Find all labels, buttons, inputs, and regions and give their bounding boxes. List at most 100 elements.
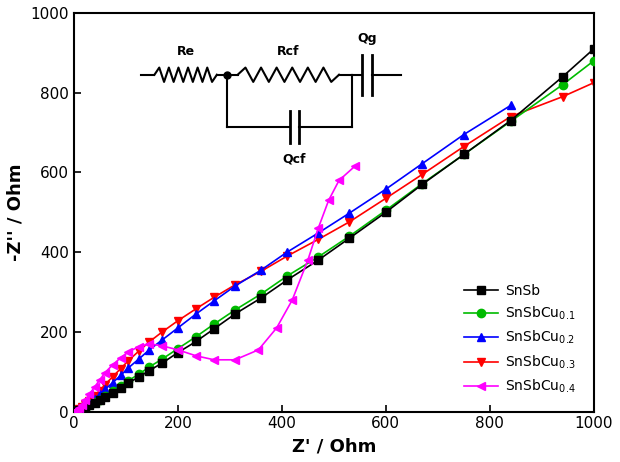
SnSbCu$_{0.3}$ (159, 329, 166, 334)
SnSbCu$_{0.4}$ (325, 198, 332, 203)
SnSbCu$_{0.4}$ (135, 344, 143, 349)
SnSb (146, 368, 153, 373)
SnSbCu$_{0.2}$ (146, 347, 153, 353)
SnSbCu$_{0.2}$ (135, 356, 143, 362)
SnSbCu$_{0.1}$ (231, 307, 239, 313)
SnSbCu$_{0.1}$ (192, 334, 200, 340)
SnSbCu$_{0.1}$ (159, 356, 166, 362)
SnSbCu$_{0.1}$ (78, 406, 86, 412)
SnSbCu$_{0.3}$ (91, 393, 99, 399)
SnSbCu$_{0.3}$ (231, 282, 239, 288)
SnSbCu$_{0.1}$ (73, 408, 81, 413)
Line: SnSbCu$_{0.3}$: SnSbCu$_{0.3}$ (71, 79, 598, 415)
SnSb (109, 390, 117, 395)
SnSb (590, 46, 598, 52)
SnSbCu$_{0.1}$ (125, 378, 132, 383)
SnSbCu$_{0.3}$ (283, 253, 291, 259)
SnSb (192, 339, 200, 344)
SnSbCu$_{0.1}$ (91, 400, 99, 405)
SnSbCu$_{0.1}$ (507, 119, 515, 124)
SnSbCu$_{0.3}$ (346, 219, 353, 225)
SnSbCu$_{0.3}$ (86, 398, 93, 404)
SnSbCu$_{0.3}$ (192, 306, 200, 311)
SnSb (117, 385, 125, 390)
SnSbCu$_{0.2}$ (192, 311, 200, 317)
SnSbCu$_{0.3}$ (174, 318, 182, 323)
SnSbCu$_{0.1}$ (101, 393, 108, 399)
SnSbCu$_{0.4}$ (192, 353, 200, 359)
SnSbCu$_{0.1}$ (418, 181, 426, 186)
SnSbCu$_{0.3}$ (96, 388, 104, 393)
SnSbCu$_{0.1}$ (76, 407, 83, 413)
SnSbCu$_{0.2}$ (211, 298, 218, 304)
SnSbCu$_{0.4}$ (314, 225, 322, 231)
SnSb (507, 118, 515, 123)
SnSbCu$_{0.2}$ (257, 267, 265, 273)
SnSbCu$_{0.4}$ (72, 408, 79, 414)
SnSbCu$_{0.2}$ (382, 186, 389, 192)
SnSb (78, 406, 86, 412)
SnSbCu$_{0.3}$ (82, 401, 89, 407)
SnSbCu$_{0.3}$ (101, 382, 108, 387)
SnSb (125, 380, 132, 386)
SnSbCu$_{0.2}$ (460, 132, 467, 137)
Text: Re: Re (177, 45, 195, 58)
SnSbCu$_{0.4}$ (101, 370, 108, 375)
SnSbCu$_{0.3}$ (109, 374, 117, 379)
SnSbCu$_{0.4}$ (273, 325, 280, 331)
Text: Rcf: Rcf (277, 45, 299, 58)
SnSb (86, 402, 93, 408)
SnSbCu$_{0.1}$ (382, 207, 389, 213)
SnSbCu$_{0.3}$ (314, 237, 322, 242)
SnSbCu$_{0.4}$ (146, 341, 153, 346)
SnSbCu$_{0.4}$ (174, 347, 182, 353)
SnSbCu$_{0.1}$ (146, 364, 153, 370)
SnSbCu$_{0.1}$ (314, 254, 322, 260)
SnSbCu$_{0.2}$ (231, 283, 239, 289)
SnSb (460, 152, 467, 157)
SnSbCu$_{0.2}$ (78, 405, 86, 411)
SnSbCu$_{0.4}$ (304, 257, 312, 263)
SnSbCu$_{0.3}$ (146, 339, 153, 345)
SnSbCu$_{0.2}$ (86, 400, 93, 406)
SnSbCu$_{0.1}$ (72, 408, 79, 414)
SnSbCu$_{0.4}$ (86, 391, 93, 397)
SnSb (96, 397, 104, 403)
SnSbCu$_{0.2}$ (314, 230, 322, 236)
SnSbCu$_{0.2}$ (117, 372, 125, 378)
SnSbCu$_{0.1}$ (174, 346, 182, 352)
SnSbCu$_{0.2}$ (91, 396, 99, 401)
SnSbCu$_{0.1}$ (346, 233, 353, 239)
SnSbCu$_{0.3}$ (559, 94, 566, 99)
Legend: SnSb, SnSbCu$_{0.1}$, SnSbCu$_{0.2}$, SnSbCu$_{0.3}$, SnSbCu$_{0.4}$: SnSb, SnSbCu$_{0.1}$, SnSbCu$_{0.2}$, Sn… (458, 278, 582, 401)
SnSbCu$_{0.1}$ (96, 397, 104, 402)
SnSbCu$_{0.4}$ (335, 177, 343, 183)
SnSbCu$_{0.2}$ (159, 337, 166, 343)
SnSbCu$_{0.4}$ (231, 357, 239, 363)
Line: SnSb: SnSb (71, 45, 598, 415)
SnSbCu$_{0.2}$ (73, 408, 81, 413)
SnSb (382, 210, 389, 215)
Text: Qcf: Qcf (283, 152, 306, 165)
SnSbCu$_{0.3}$ (418, 172, 426, 177)
SnSbCu$_{0.1}$ (590, 58, 598, 64)
SnSbCu$_{0.2}$ (101, 387, 108, 392)
SnSbCu$_{0.2}$ (76, 407, 83, 413)
SnSbCu$_{0.1}$ (283, 274, 291, 279)
SnSbCu$_{0.3}$ (135, 348, 143, 354)
SnSb (314, 257, 322, 263)
SnSbCu$_{0.2}$ (283, 249, 291, 255)
Line: SnSbCu$_{0.1}$: SnSbCu$_{0.1}$ (71, 57, 598, 415)
SnSbCu$_{0.2}$ (418, 161, 426, 166)
SnSbCu$_{0.2}$ (82, 403, 89, 408)
SnSbCu$_{0.1}$ (117, 383, 125, 389)
SnSb (76, 407, 83, 413)
SnSb (231, 311, 239, 317)
SnSbCu$_{0.2}$ (109, 380, 117, 385)
SnSb (346, 236, 353, 241)
SnSbCu$_{0.3}$ (117, 366, 125, 371)
SnSb (72, 408, 79, 414)
SnSbCu$_{0.1}$ (109, 389, 117, 394)
SnSbCu$_{0.4}$ (82, 397, 89, 403)
Line: SnSbCu$_{0.4}$: SnSbCu$_{0.4}$ (71, 162, 359, 415)
